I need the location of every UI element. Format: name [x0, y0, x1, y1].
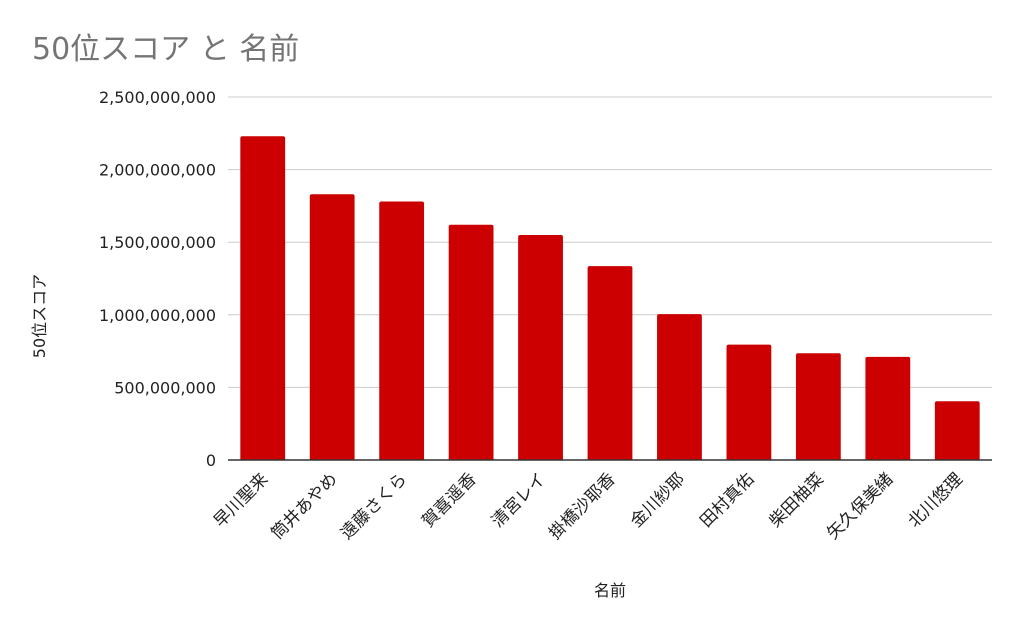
bar [726, 344, 772, 460]
bar [587, 266, 633, 460]
y-tick-label: 2,500,000,000 [99, 88, 216, 107]
x-tick-label: 賀喜遥香 [418, 469, 480, 531]
bars [240, 136, 980, 461]
x-tick-label: 金川紗耶 [627, 469, 689, 531]
bar [795, 353, 841, 460]
y-tick-label: 1,000,000,000 [99, 306, 216, 325]
bar [240, 136, 286, 461]
y-tick-label: 1,500,000,000 [99, 233, 216, 252]
bar [865, 356, 911, 460]
x-tick-label: 筒井あやめ [267, 469, 341, 543]
x-tick-label: 田村真佑 [696, 469, 758, 531]
chart-title: 50位スコア と 名前 [32, 32, 300, 67]
x-tick-label: 矢久保美緒 [823, 469, 897, 543]
bar [518, 234, 563, 460]
x-axis-title: 名前 [594, 581, 626, 600]
x-tick-label: 掛橋沙耶香 [545, 469, 619, 543]
x-tick-label: 柴田柚菜 [766, 469, 828, 531]
y-axis-ticks: 0 500,000,000 1,000,000,000 1,500,000,000 2,… [99, 88, 216, 470]
bar [309, 194, 355, 460]
y-tick-label: 0 [206, 451, 216, 470]
x-tick-label: 清宮レイ [488, 469, 550, 531]
x-tick-label: 早川聖来 [210, 469, 272, 531]
bar [657, 314, 702, 460]
y-axis-title: 50位スコア [30, 274, 49, 358]
bar [379, 201, 425, 460]
y-tick-label: 500,000,000 [114, 378, 216, 397]
x-tick-label: 北川悠理 [905, 469, 967, 531]
x-tick-label: 遠藤さくら [337, 469, 411, 543]
bar [934, 401, 980, 460]
y-tick-label: 2,000,000,000 [99, 161, 216, 180]
bar [448, 224, 494, 460]
